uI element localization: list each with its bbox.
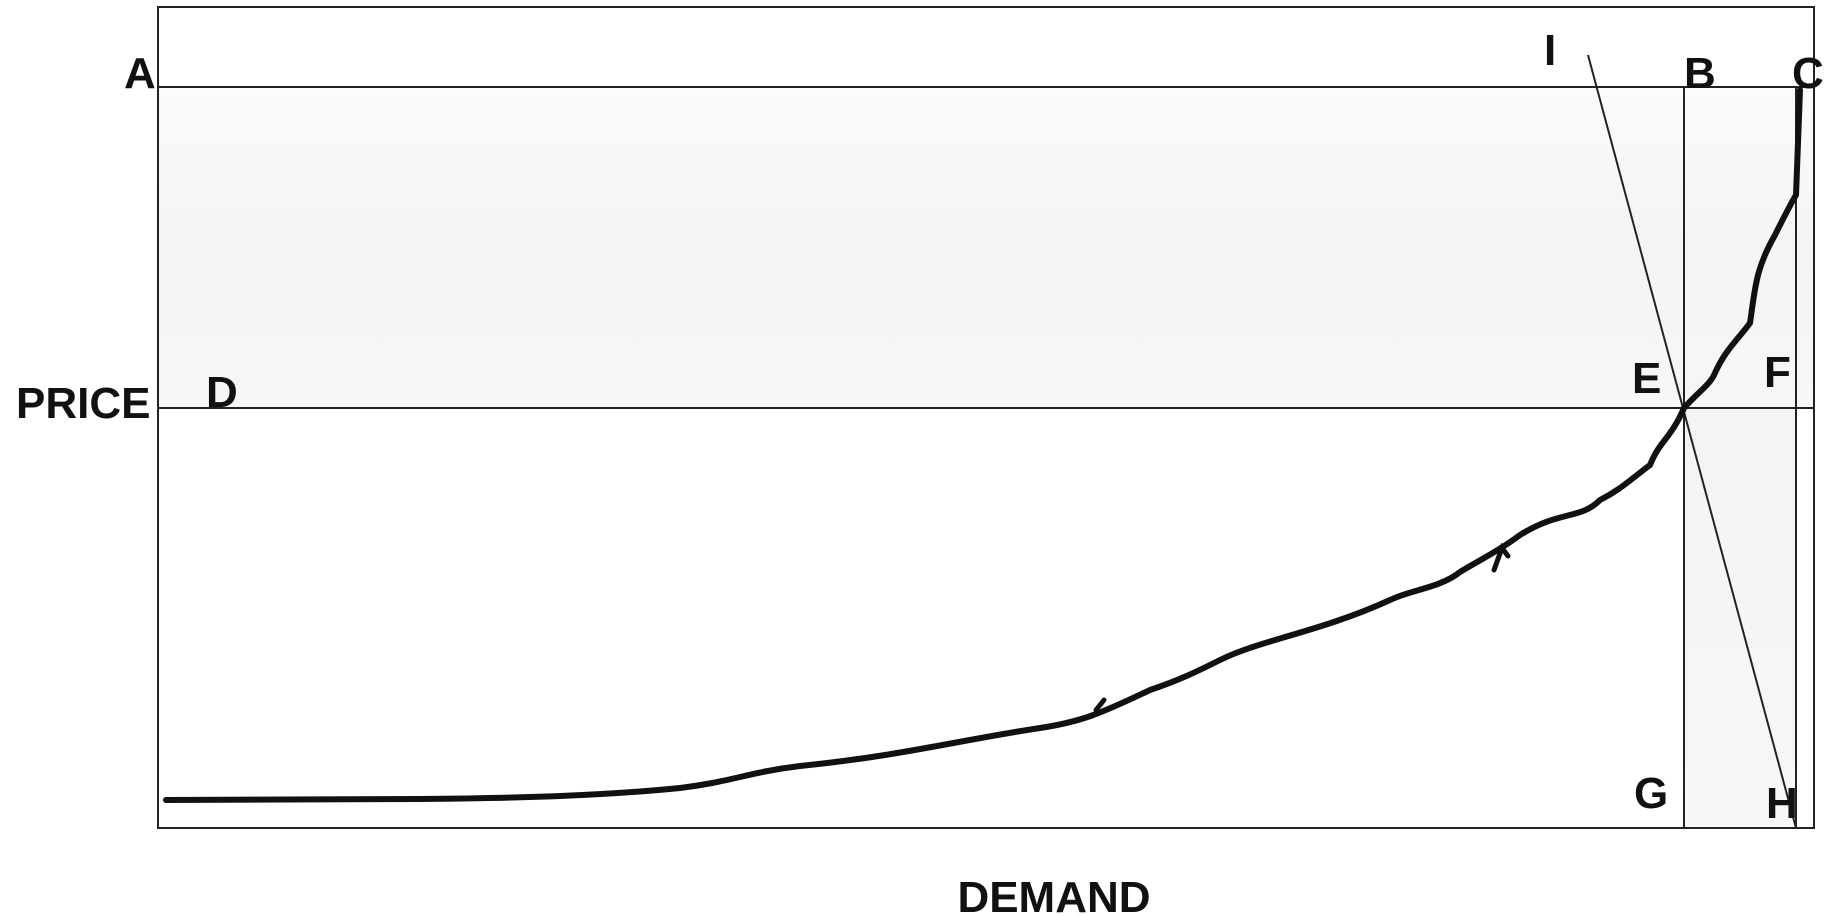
point-label-f: F: [1764, 348, 1791, 397]
point-label-b: B: [1684, 49, 1716, 98]
point-label-c: C: [1792, 49, 1824, 98]
point-label-a: A: [124, 49, 156, 98]
point-label-h: H: [1766, 779, 1798, 828]
point-label-e: E: [1632, 354, 1661, 403]
demand-curve: [163, 87, 1803, 803]
shaded-region-upper: [158, 87, 1814, 408]
axis-label-demand: DEMAND: [957, 873, 1150, 916]
point-label-i: I: [1544, 26, 1556, 75]
point-label-g: G: [1634, 769, 1668, 818]
curve-tick-1: [1093, 697, 1107, 713]
line-i-h: [1587, 54, 1797, 829]
curve-tick-2: [1491, 542, 1511, 573]
axis-label-price: PRICE: [16, 379, 150, 428]
point-label-d: D: [206, 368, 238, 417]
outer-frame: [157, 6, 1815, 829]
